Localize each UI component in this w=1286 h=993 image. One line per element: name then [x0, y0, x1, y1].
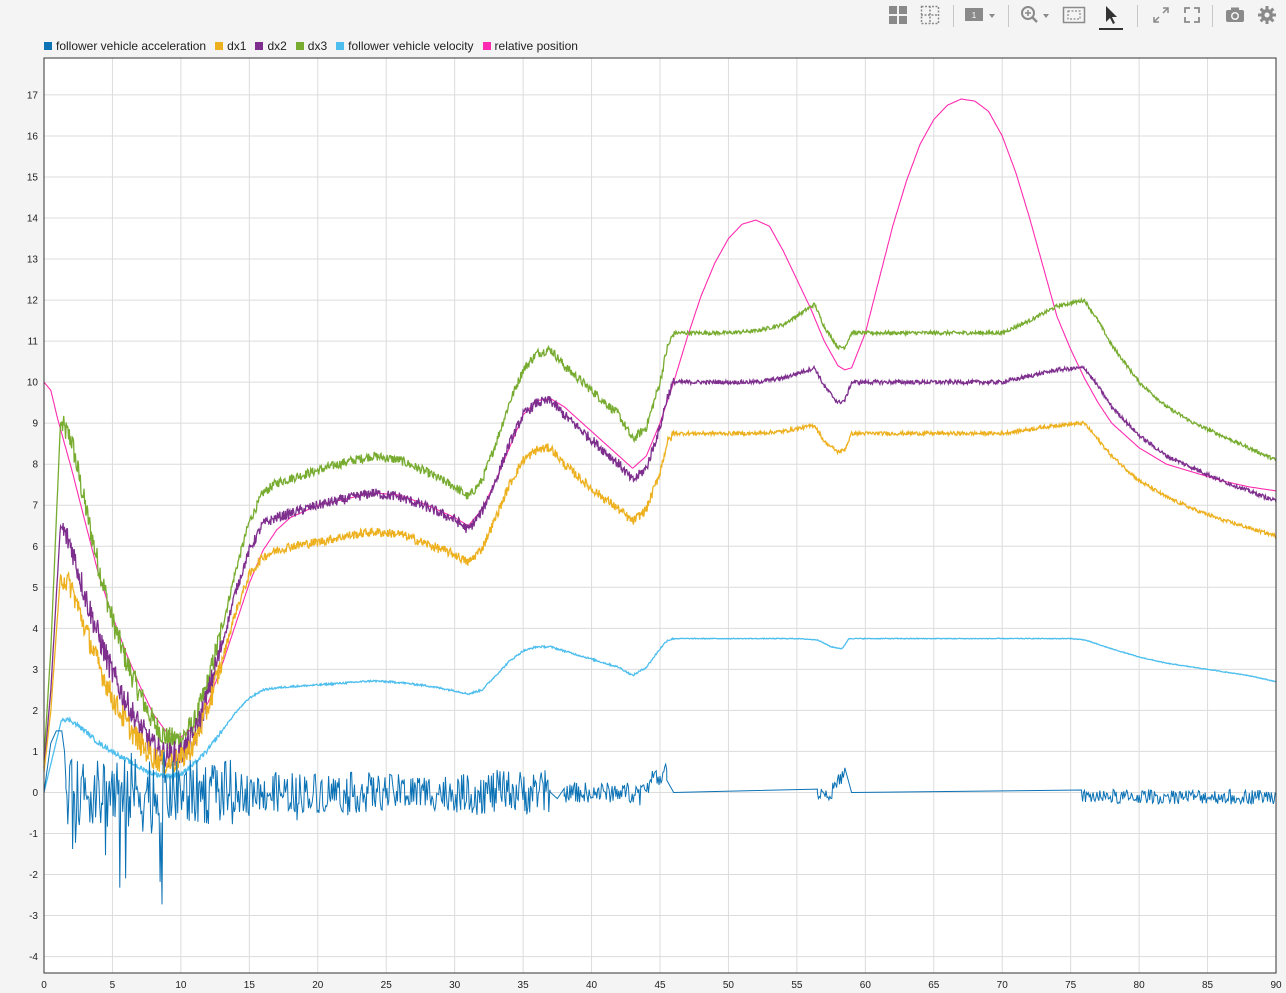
zoom-in-icon[interactable]: [1018, 3, 1054, 27]
cursor-grid-icon[interactable]: [917, 3, 943, 27]
legend-label: follower vehicle acceleration: [56, 39, 207, 53]
x-tick-label: 40: [586, 980, 598, 991]
x-tick-label: 85: [1202, 980, 1214, 991]
x-tick-label: 90: [1270, 980, 1282, 991]
axes-selector-label: 1: [972, 11, 977, 20]
x-tick-label: 45: [654, 980, 666, 991]
toolbar-separator: [1008, 5, 1009, 27]
toolbar: 1: [0, 0, 1286, 32]
y-tick-label: 2: [32, 706, 38, 717]
y-tick-label: 7: [32, 501, 38, 512]
x-tick-label: 25: [381, 980, 393, 991]
y-tick-label: 10: [27, 378, 39, 389]
x-tick-label: 65: [928, 980, 940, 991]
x-tick-label: 15: [244, 980, 256, 991]
zoom-box-icon[interactable]: [1061, 3, 1087, 27]
x-tick-label: 75: [1065, 980, 1077, 991]
legend: follower vehicle acceleration dx1 dx2 dx…: [44, 37, 587, 55]
legend-item-relative-position[interactable]: relative position: [482, 39, 578, 53]
plot-border: [43, 57, 1277, 974]
y-tick-label: 5: [32, 583, 38, 594]
x-tick-label: 60: [860, 980, 872, 991]
legend-item-dx1[interactable]: dx1: [215, 39, 246, 53]
legend-item-acceleration[interactable]: follower vehicle acceleration: [44, 39, 206, 53]
layout-grid-icon[interactable]: [885, 3, 911, 27]
y-tick-label: 8: [32, 460, 38, 471]
y-tick-label: 9: [32, 419, 38, 430]
settings-gear-icon[interactable]: [1254, 3, 1280, 27]
y-tick-label: -4: [29, 952, 38, 963]
y-tick-label: -2: [29, 870, 38, 881]
y-tick-label: 17: [27, 90, 39, 101]
series-line-follower-vehicle-velocity: [43, 636, 1277, 793]
x-tick-label: 35: [518, 980, 530, 991]
x-tick-label: 80: [1134, 980, 1146, 991]
legend-item-dx2[interactable]: dx2: [255, 39, 287, 53]
x-tick-label: 5: [110, 980, 116, 991]
fit-to-view-icon[interactable]: [1179, 3, 1205, 27]
y-tick-label: 16: [27, 131, 39, 142]
toolbar-separator: [953, 5, 954, 27]
select-pointer-icon[interactable]: [1098, 3, 1124, 30]
legend-swatch: [295, 42, 304, 50]
x-tick-label: 20: [312, 980, 324, 991]
x-tick-label: 30: [449, 980, 461, 991]
y-tick-label: 15: [27, 172, 39, 183]
x-tick-label: 55: [791, 980, 803, 991]
legend-label: dx2: [267, 39, 287, 53]
x-tick-label: 70: [997, 980, 1009, 991]
y-tick-label: 13: [27, 255, 39, 266]
y-tick-label: 4: [32, 624, 38, 635]
series-line-relative-position: [43, 98, 1277, 738]
series-line-follower-vehicle-acceleration: [43, 730, 1276, 905]
legend-swatch: [482, 42, 491, 50]
legend-item-velocity[interactable]: follower vehicle velocity: [336, 39, 474, 53]
x-tick-label: 50: [723, 980, 735, 991]
legend-label: dx1: [227, 39, 247, 53]
legend-label: follower vehicle velocity: [348, 39, 474, 53]
legend-label: dx3: [307, 39, 328, 53]
legend-swatch: [215, 42, 224, 50]
series-line-dx3: [43, 296, 1277, 760]
y-tick-label: 1: [32, 747, 38, 758]
toolbar-separator: [1137, 5, 1138, 27]
y-tick-label: 6: [32, 542, 38, 553]
legend-label: relative position: [494, 39, 578, 53]
legend-swatch: [44, 42, 52, 50]
legend-swatch: [255, 42, 264, 50]
camera-icon[interactable]: [1222, 3, 1248, 27]
y-tick-label: 12: [27, 296, 39, 307]
x-tick-label: 0: [41, 980, 47, 991]
legend-swatch: [336, 42, 345, 50]
axes-selector-icon[interactable]: 1: [963, 3, 999, 27]
y-tick-label: 11: [28, 337, 39, 348]
toolbar-separator: [1212, 5, 1213, 27]
y-tick-label: -3: [29, 911, 38, 922]
y-tick-label: -1: [29, 829, 38, 840]
y-tick-label: 3: [32, 665, 38, 676]
series-line-dx1: [43, 420, 1277, 775]
x-tick-label: 10: [175, 980, 187, 991]
expand-icon[interactable]: [1148, 3, 1174, 27]
y-tick-label: 0: [32, 788, 38, 799]
series-line-dx2: [43, 364, 1277, 771]
y-tick-label: 14: [27, 214, 39, 225]
legend-item-dx3[interactable]: dx3: [295, 39, 328, 53]
